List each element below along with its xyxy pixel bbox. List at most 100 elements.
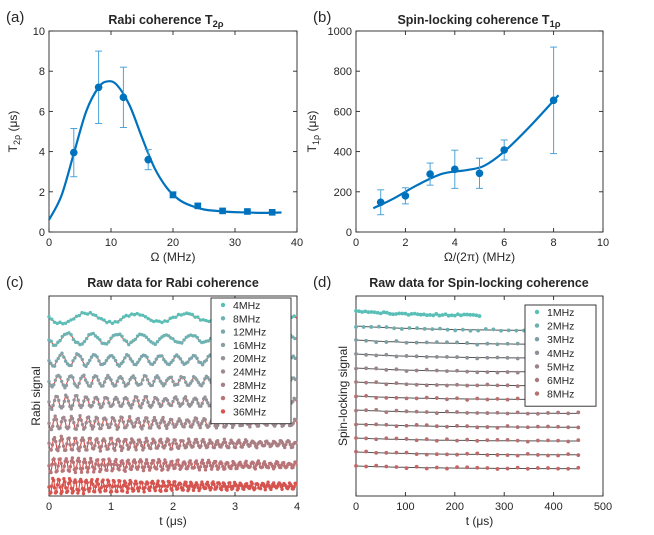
raw-data-point <box>455 452 459 457</box>
raw-data-point <box>434 424 439 429</box>
x-tick-label: 10 <box>105 237 117 249</box>
raw-data-point <box>185 484 189 488</box>
raw-data-point <box>203 418 207 422</box>
legend-entry: 8MHz <box>547 389 574 401</box>
raw-data-point <box>63 480 67 484</box>
raw-data-point <box>113 320 117 324</box>
raw-data-point <box>189 356 194 360</box>
raw-data-point <box>89 460 94 464</box>
raw-data-point <box>107 319 112 324</box>
raw-data-point <box>141 424 145 428</box>
raw-data-point <box>126 419 131 423</box>
raw-data-point <box>137 420 142 425</box>
raw-data-point <box>106 479 111 484</box>
raw-data-point <box>77 488 81 492</box>
legend-entry: 4MHz <box>547 348 574 360</box>
legend-marker <box>534 337 540 342</box>
raw-data-point <box>136 489 141 493</box>
raw-data-point <box>66 377 70 382</box>
raw-data-point <box>424 367 429 372</box>
raw-data-point <box>186 437 191 441</box>
raw-data-point <box>187 487 191 491</box>
x-axis-label: t (μs) <box>466 514 494 528</box>
raw-data-point <box>145 416 149 420</box>
raw-data-point <box>495 467 500 471</box>
raw-data-point <box>175 486 180 491</box>
raw-data-point <box>61 404 65 409</box>
raw-data-point <box>187 312 192 316</box>
raw-data-point <box>424 355 429 359</box>
raw-data-point <box>372 310 377 315</box>
raw-data-point <box>54 417 59 422</box>
raw-data-point <box>157 426 162 430</box>
x-tick-label: 2 <box>170 501 176 513</box>
raw-data-point <box>160 441 164 445</box>
x-tick-label: 0 <box>353 501 359 513</box>
raw-data-point <box>200 401 204 406</box>
legend-entry: 16MHz <box>233 340 266 352</box>
raw-data-point <box>455 465 459 470</box>
raw-data-point <box>232 423 236 427</box>
raw-data-point <box>136 416 140 421</box>
raw-data-point <box>394 436 399 441</box>
raw-data-point <box>105 468 109 472</box>
raw-data-point <box>495 370 500 375</box>
raw-data-point <box>255 445 259 450</box>
raw-data-point <box>465 355 470 360</box>
raw-data-point <box>70 403 75 408</box>
raw-data-point <box>248 425 252 429</box>
raw-data-point <box>128 403 132 408</box>
raw-data-point <box>199 421 204 426</box>
raw-data-point <box>445 424 449 429</box>
raw-data-point <box>68 464 73 469</box>
raw-data-point <box>491 327 496 332</box>
raw-data-point <box>236 486 240 491</box>
data-point <box>426 170 434 178</box>
raw-data-point <box>121 402 125 406</box>
raw-data-point <box>93 444 97 448</box>
raw-data-point <box>85 480 89 485</box>
data-point <box>244 208 251 215</box>
raw-data-point <box>64 457 68 461</box>
raw-data-point <box>83 444 87 449</box>
raw-data-point <box>495 355 500 360</box>
raw-data-point <box>115 397 119 401</box>
raw-data-point <box>434 355 439 359</box>
raw-data-point <box>354 394 358 399</box>
panel-label: (a) <box>6 9 24 26</box>
raw-data-point <box>166 438 171 442</box>
raw-data-point <box>406 312 411 317</box>
raw-data-point <box>209 486 213 490</box>
raw-data-point <box>62 477 66 481</box>
legend-marker <box>534 323 540 328</box>
raw-data-point <box>83 311 87 315</box>
raw-data-point <box>424 340 429 345</box>
raw-data-point <box>61 444 66 448</box>
raw-data-point <box>151 419 155 423</box>
raw-data-point <box>434 368 439 373</box>
raw-data-point <box>88 419 92 424</box>
raw-data-point <box>140 481 144 485</box>
raw-data-point <box>109 436 114 441</box>
raw-data-point <box>89 441 94 446</box>
raw-data-point <box>123 356 127 360</box>
raw-data-point <box>94 462 98 466</box>
raw-data-point <box>58 320 62 324</box>
raw-data-point <box>126 458 130 462</box>
raw-data-point <box>364 408 369 413</box>
raw-data-point <box>82 399 86 403</box>
raw-data-point <box>234 483 239 488</box>
x-tick-label: 0 <box>46 501 52 513</box>
data-point <box>70 148 78 157</box>
raw-data-point <box>228 481 232 485</box>
raw-data-point <box>129 480 133 485</box>
y-tick-label: 10 <box>33 26 45 38</box>
raw-data-point <box>146 316 150 321</box>
raw-data-point <box>364 422 369 427</box>
raw-data-point <box>168 316 172 321</box>
raw-data-point <box>137 357 142 361</box>
raw-data-point <box>242 464 246 468</box>
raw-data-point <box>67 331 71 335</box>
raw-data-point <box>151 459 156 463</box>
